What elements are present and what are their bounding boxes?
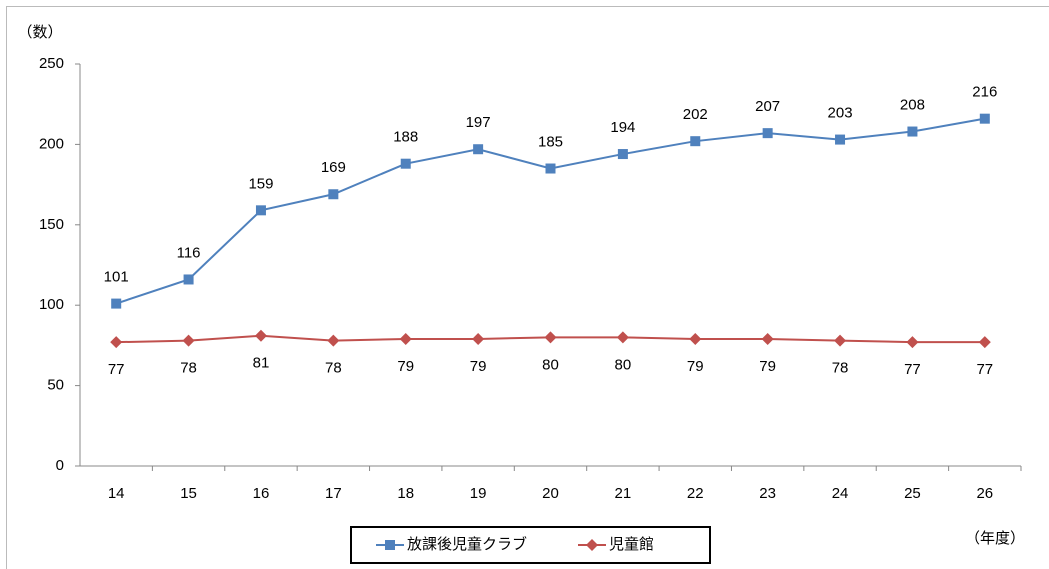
y-tick-label: 100: [39, 296, 64, 313]
legend-marker: [385, 540, 395, 550]
y-axis-label: （数）: [17, 24, 62, 41]
data-label: 77: [976, 361, 993, 378]
data-label: 207: [755, 98, 780, 115]
point: [906, 336, 919, 349]
x-tick-label: 22: [687, 485, 704, 502]
x-tick-label: 25: [904, 485, 921, 502]
point: [472, 332, 485, 345]
legend-marker: [586, 539, 598, 551]
y-tick-label: 250: [39, 55, 64, 72]
point: [761, 332, 774, 345]
data-label: 80: [542, 356, 559, 373]
chart-border: [6, 6, 1049, 569]
y-tick-label: 150: [39, 216, 64, 233]
legend-label: 放課後児童クラブ: [407, 535, 527, 553]
point: [111, 298, 122, 309]
point: [328, 189, 339, 200]
data-label: 159: [248, 175, 273, 192]
x-tick-label: 23: [759, 485, 776, 502]
point: [834, 334, 847, 347]
data-label: 79: [470, 358, 487, 375]
point: [473, 144, 484, 155]
point: [835, 134, 846, 145]
data-label: 169: [321, 159, 346, 176]
point: [399, 332, 412, 345]
point: [978, 336, 991, 349]
x-tick-label: 21: [615, 485, 632, 502]
data-label: 101: [104, 269, 129, 286]
y-tick-label: 50: [47, 377, 64, 394]
y-tick-label: 0: [56, 457, 64, 474]
x-tick-label: 16: [253, 485, 270, 502]
point: [255, 205, 266, 216]
point: [545, 163, 556, 174]
data-label: 202: [683, 106, 708, 123]
point: [689, 332, 702, 345]
point: [907, 126, 918, 137]
point: [690, 136, 701, 147]
y-tick-label: 200: [39, 135, 64, 152]
data-label: 116: [177, 244, 201, 261]
data-label: 216: [972, 84, 997, 101]
data-label: 77: [108, 361, 125, 378]
data-label: 194: [610, 119, 635, 136]
data-label: 79: [687, 358, 704, 375]
point: [762, 128, 773, 139]
data-label: 78: [832, 360, 849, 377]
point: [617, 149, 628, 160]
data-label: 79: [397, 358, 414, 375]
data-label: 77: [904, 361, 921, 378]
point: [254, 329, 267, 342]
point: [183, 274, 194, 285]
point: [544, 331, 557, 344]
data-label: 78: [325, 360, 342, 377]
point: [110, 336, 123, 349]
data-label: 203: [828, 105, 853, 122]
point: [979, 113, 990, 124]
point: [400, 158, 411, 169]
point: [616, 331, 629, 344]
data-label: 80: [615, 356, 632, 373]
data-label: 197: [466, 114, 491, 131]
x-tick-label: 14: [108, 485, 125, 502]
x-axis-label: （年度）: [965, 530, 1025, 547]
point: [182, 334, 195, 347]
x-tick-label: 24: [832, 485, 849, 502]
x-tick-label: 19: [470, 485, 487, 502]
x-tick-label: 26: [976, 485, 993, 502]
legend-label: 児童館: [609, 535, 654, 553]
x-tick-label: 17: [325, 485, 342, 502]
x-tick-label: 15: [180, 485, 197, 502]
data-label: 185: [538, 133, 563, 150]
data-label: 208: [900, 97, 925, 114]
data-label: 78: [180, 360, 197, 377]
data-label: 81: [253, 355, 270, 372]
x-tick-label: 20: [542, 485, 559, 502]
point: [327, 334, 340, 347]
data-label: 79: [759, 358, 776, 375]
legend-box: [350, 526, 711, 564]
x-tick-label: 18: [397, 485, 414, 502]
data-label: 188: [393, 129, 418, 146]
